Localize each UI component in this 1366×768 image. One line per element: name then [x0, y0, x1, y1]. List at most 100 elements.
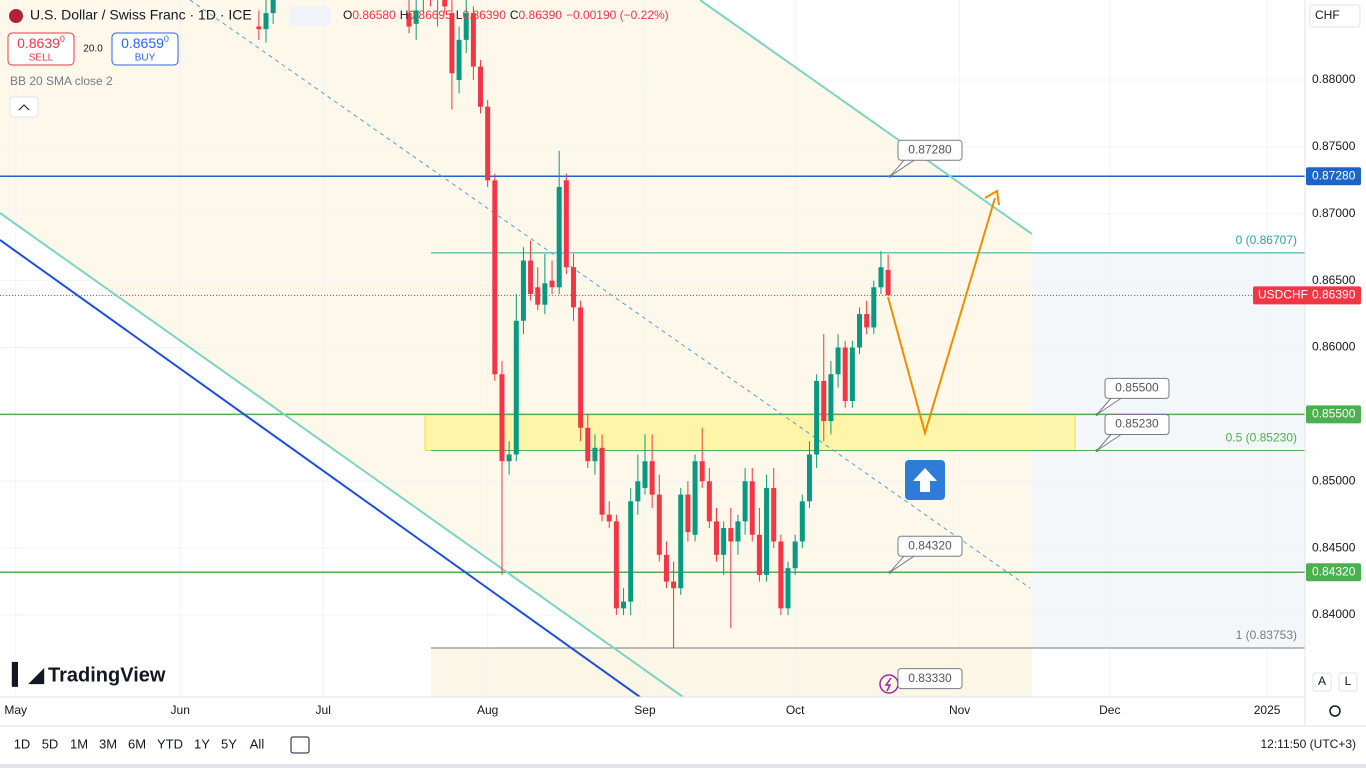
ohlc-key: C [510, 8, 519, 22]
y-tick-label: 0.87500 [1312, 139, 1356, 153]
candle-body [792, 541, 798, 569]
candle-body [442, 0, 448, 7]
range-button[interactable]: 5Y [221, 736, 237, 751]
level-tag [1306, 563, 1361, 582]
candle-body [413, 10, 419, 24]
ohlc-value: 0.86390 [519, 8, 563, 22]
candle-body [642, 461, 648, 488]
candle-body [621, 601, 627, 609]
range-button[interactable]: YTD [157, 736, 183, 751]
candle-body [713, 521, 719, 555]
candle-body [570, 267, 576, 308]
x-tick-label: Jun [171, 703, 190, 717]
callout-box [897, 535, 963, 557]
range-button[interactable]: 1M [70, 736, 88, 751]
candle-body [535, 287, 541, 305]
callout-box [897, 139, 963, 161]
buy-button[interactable] [111, 32, 179, 66]
candle-body [728, 528, 734, 542]
currency: CHF [1315, 8, 1340, 22]
candle-body [721, 528, 727, 555]
scale-button[interactable]: A [1318, 674, 1326, 688]
up-arrow [913, 468, 937, 492]
callout-label: 0.83330 [908, 671, 952, 685]
candle-body [599, 447, 605, 515]
logo-mark: ▍◢ [11, 662, 45, 688]
ohlc-key: H [400, 8, 409, 22]
indicator-legend: BB 20 SMA close 2 [10, 74, 113, 88]
candle-body [706, 481, 712, 522]
fib-label: 0 (0.86707) [1236, 233, 1297, 247]
candle-body [585, 427, 591, 462]
ohlc-change: −0.00190 (−0.22%) [566, 8, 669, 22]
symbol-title: U.S. Dollar / Swiss Franc · 1D · ICE [30, 7, 252, 23]
date-range-icon[interactable] [290, 736, 310, 754]
buy-price: 0.86590 [121, 34, 169, 50]
forecast-arrowhead [984, 189, 1000, 206]
level-tag-label: 0.84320 [1312, 564, 1356, 578]
candle-body [742, 481, 748, 522]
candle-body [506, 454, 512, 462]
candle-body [613, 521, 619, 609]
ohlc-value: 0.86580 [352, 8, 396, 22]
candle-body [263, 13, 269, 30]
callout-label: 0.85230 [1115, 417, 1159, 431]
candle-body [478, 66, 484, 107]
spread: 20.0 [83, 44, 103, 55]
collapse-icon [18, 104, 30, 111]
candle-body [849, 347, 855, 401]
sell-button[interactable] [7, 32, 75, 66]
x-tick-label: Jul [316, 703, 331, 717]
x-tick-label: 2025 [1254, 703, 1281, 717]
candle-body [778, 541, 784, 609]
trend-lines [0, 0, 1033, 697]
candle-body [864, 314, 870, 328]
candle-body [842, 347, 848, 401]
compare-button[interactable] [289, 6, 331, 26]
drawing-background [0, 0, 1305, 697]
scale-button-box[interactable] [1338, 672, 1358, 692]
candle-body [692, 461, 698, 535]
ohlc-key: O [343, 8, 352, 22]
sell-label: SELL [29, 53, 54, 64]
plot: 0 (0.86707) 0.5 (0.85230) 1 (0.83753) 0.87… [0, 0, 1305, 697]
currency-button[interactable] [1309, 4, 1361, 28]
range-button[interactable]: 1Y [194, 736, 210, 751]
range-button[interactable]: 1D [14, 736, 31, 751]
scale-button-box[interactable] [1312, 672, 1332, 692]
channel-mid [189, 0, 1031, 589]
callout-anchor [888, 570, 892, 574]
level-tag-label: 0.87280 [1312, 168, 1356, 182]
range-button[interactable]: 5D [42, 736, 59, 751]
callout-label: 0.85500 [1115, 381, 1159, 395]
range-button[interactable]: All [250, 736, 265, 751]
projection [879, 189, 1000, 694]
candle-body [799, 501, 805, 542]
candle-body [513, 320, 519, 455]
range-button[interactable]: 3M [99, 736, 117, 751]
support-zone [424, 413, 1076, 451]
logo: TradingView [48, 664, 166, 686]
candle-body [456, 39, 462, 80]
candle-body [885, 269, 891, 296]
candle-body [270, 0, 276, 14]
settings-icon[interactable] [1329, 705, 1341, 717]
range-button[interactable]: 6M [128, 736, 146, 751]
y-tick-label: 0.86000 [1312, 340, 1356, 354]
axes: 0.84000 0.84500 0.85000 0.85500 0.86000 0.865… [0, 0, 1361, 726]
sell-price: 0.86390 [17, 34, 65, 50]
candle-body [678, 494, 684, 589]
callout-box [897, 668, 963, 690]
candle-body [878, 267, 884, 288]
last-price-label: 0.86390 [1312, 288, 1356, 302]
candle-body [871, 287, 877, 328]
ohlc-value: 0.86695 [408, 8, 452, 22]
candle-body [764, 487, 770, 575]
scale-button[interactable]: L [1345, 674, 1352, 688]
collapse-button[interactable] [9, 96, 39, 118]
x-tick-label: Nov [949, 703, 970, 717]
y-tick-label: 0.85000 [1312, 473, 1356, 487]
candle-body [735, 521, 741, 542]
candle-body [663, 554, 669, 582]
